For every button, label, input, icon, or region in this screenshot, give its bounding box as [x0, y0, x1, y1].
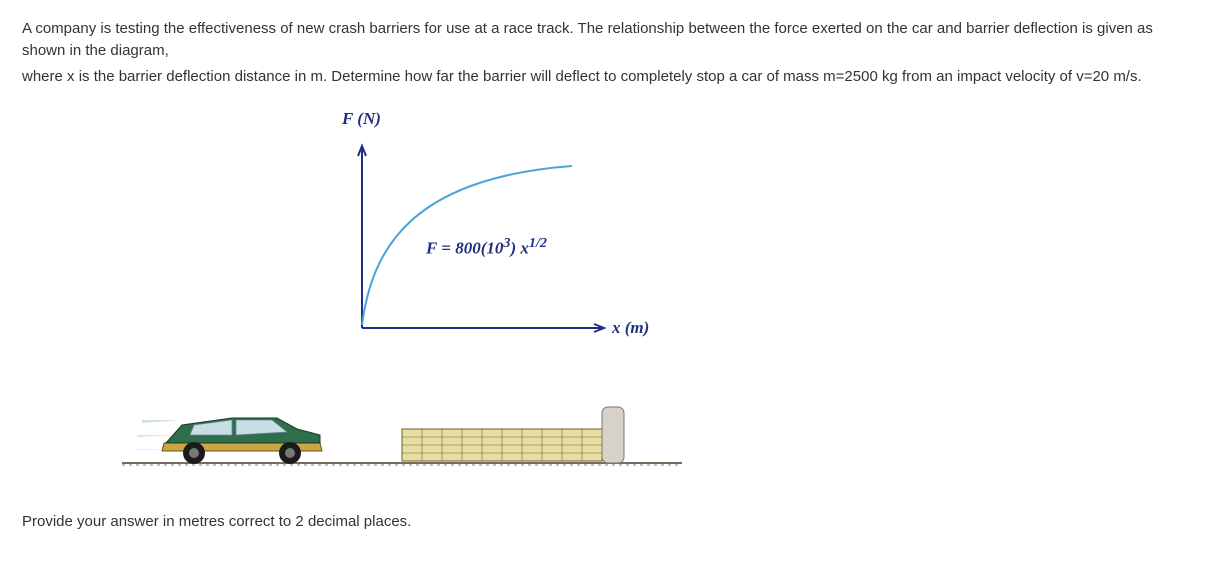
- barrier-end-post: [602, 407, 624, 463]
- instruction-text: Provide your answer in metres correct to…: [22, 513, 411, 530]
- chart-area: F = 800(103) x1/2 x (m): [342, 138, 902, 345]
- curve-equation-label: F = 800(103) x1/2: [426, 233, 547, 261]
- y-axis-text: F (N): [342, 109, 381, 128]
- chart-y-axis-label: F (N): [342, 107, 1188, 132]
- problem-statement: A company is testing the effectiveness o…: [22, 18, 1188, 87]
- scene-illustration: [122, 385, 1188, 482]
- chart-x-axis-label: x (m): [612, 316, 649, 341]
- car-icon: [162, 418, 322, 464]
- x-axis-text: x (m): [612, 318, 649, 337]
- curve-eq-part2: ) x: [510, 239, 528, 258]
- problem-para-2: where x is the barrier deflection distan…: [22, 66, 1188, 88]
- curve-eq-part1: F = 800(10: [426, 239, 503, 258]
- answer-instruction: Provide your answer in metres correct to…: [22, 511, 1188, 533]
- problem-para-1: A company is testing the effectiveness o…: [22, 18, 1188, 62]
- page-root: A company is testing the effectiveness o…: [0, 0, 1210, 551]
- scene-svg: [122, 385, 682, 475]
- barrier-icon: [402, 407, 624, 463]
- figure-block: F (N) F = 800(103) x1/2 x (m): [82, 107, 1188, 481]
- curve-eq-sup2: 1/2: [529, 235, 547, 251]
